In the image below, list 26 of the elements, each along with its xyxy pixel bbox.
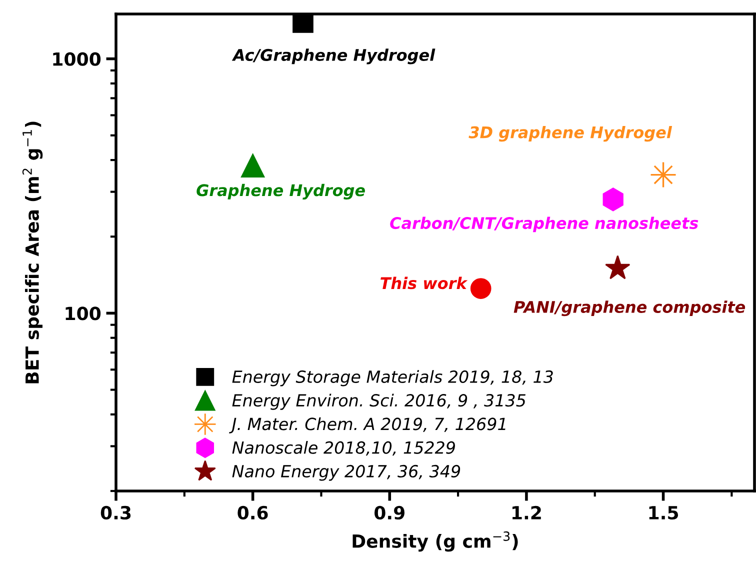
annotation: Carbon/CNT/Graphene nanosheets xyxy=(390,216,698,232)
legend-label: J. Mater. Chem. A 2019, 7, 12691 xyxy=(229,417,506,434)
point xyxy=(605,255,630,280)
annotation: PANI/graphene composite xyxy=(514,300,746,316)
point xyxy=(292,14,314,33)
point xyxy=(241,154,265,178)
x-tick-label: 0.6 xyxy=(238,506,268,520)
x-axis-title: Density (g cm$^{−3}$) xyxy=(352,531,518,552)
legend-label: Energy Environ. Sci. 2016, 9 , 3135 xyxy=(232,394,526,410)
y-tick-label: 1000 xyxy=(53,52,101,66)
annotation: Ac/Graphene Hydrogel xyxy=(232,48,436,64)
point xyxy=(470,278,492,299)
y-tick-label: 100 xyxy=(66,306,101,320)
point xyxy=(650,161,677,188)
x-tick-label: 1.2 xyxy=(512,506,541,520)
x-tick-label: 0.9 xyxy=(374,506,404,520)
annotation: 3D graphene Hydrogel xyxy=(468,126,672,142)
point xyxy=(602,188,624,212)
y-axis-title: BET specific Area (m$^{2}$ g$^{−1}$) xyxy=(22,122,43,384)
legend-label: Nanoscale 2018,10, 15229 xyxy=(232,441,455,456)
annotation: Graphene Hydroge xyxy=(196,184,365,200)
legend-label: Energy Storage Materials 2019, 18, 13 xyxy=(232,370,553,386)
x-tick-label: 0.3 xyxy=(100,506,131,520)
annotation: This work xyxy=(380,276,468,290)
legend-label: Nano Energy 2017, 36, 349 xyxy=(232,464,460,481)
x-tick-label: 1.5 xyxy=(649,506,678,520)
